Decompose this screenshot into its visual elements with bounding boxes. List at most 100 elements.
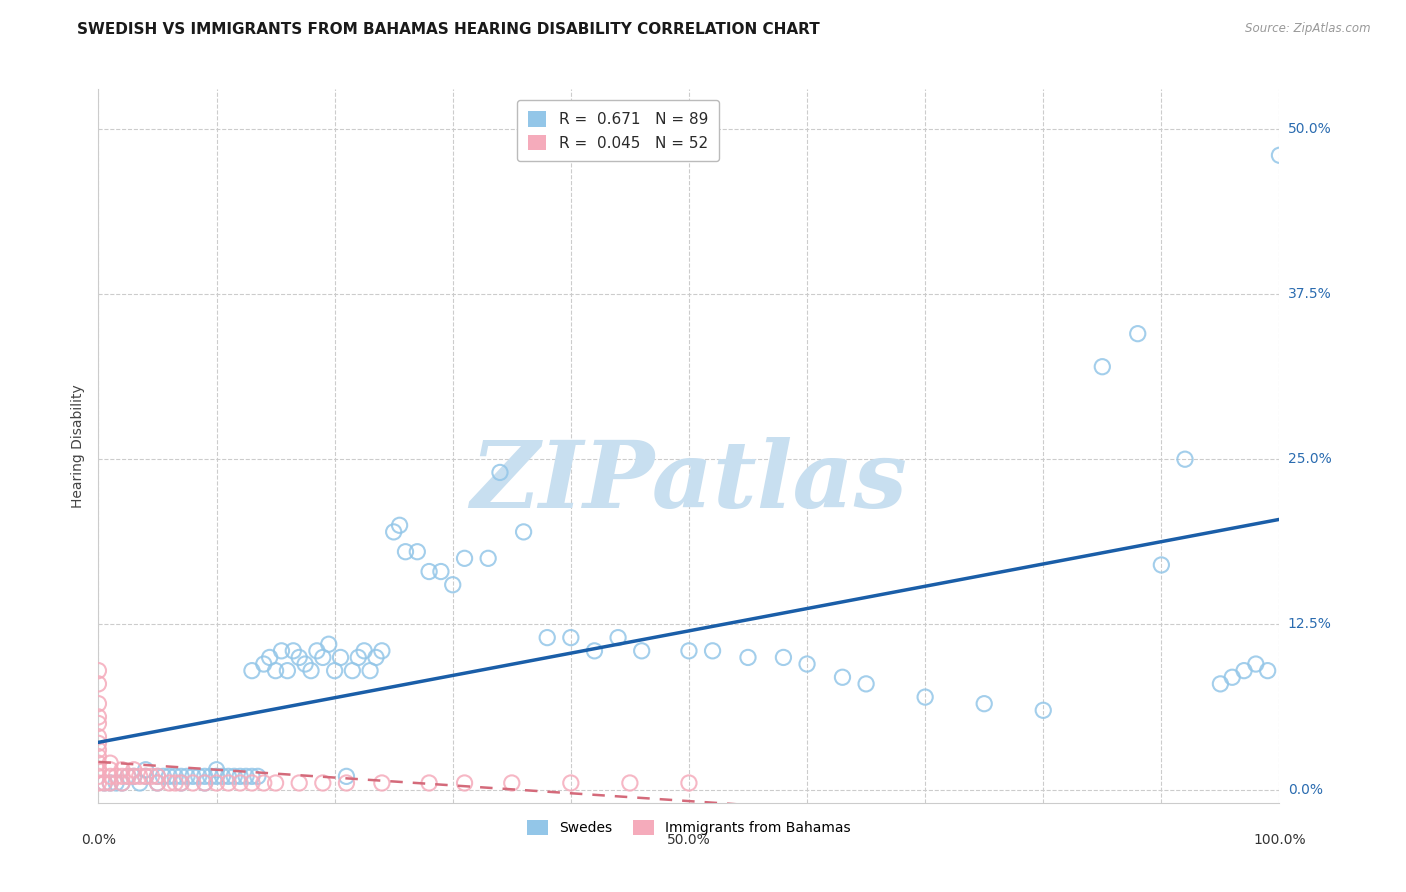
Point [1244, 657, 1267, 671]
Point [453, 776, 475, 790]
Point [630, 644, 652, 658]
Point [477, 551, 499, 566]
Point [205, 763, 228, 777]
Point [135, 769, 157, 783]
Point [323, 664, 346, 678]
Point [93, 776, 115, 790]
Point [737, 650, 759, 665]
Point [288, 776, 311, 790]
Point [489, 466, 512, 480]
Point [98, 756, 121, 771]
Point [146, 769, 169, 783]
Point [1257, 664, 1279, 678]
Point [152, 769, 174, 783]
Point [176, 769, 198, 783]
Point [512, 524, 534, 539]
Point [1268, 148, 1291, 162]
Point [259, 650, 281, 665]
Text: Source: ZipAtlas.com: Source: ZipAtlas.com [1246, 22, 1371, 36]
Point [87, 710, 110, 724]
Point [117, 769, 139, 783]
Point [87, 736, 110, 750]
Point [288, 650, 311, 665]
Point [93, 776, 115, 790]
Point [105, 776, 128, 790]
Text: 0.0%: 0.0% [1288, 782, 1323, 797]
Point [187, 769, 209, 783]
Point [170, 769, 193, 783]
Point [371, 644, 394, 658]
Point [128, 776, 150, 790]
Text: SWEDISH VS IMMIGRANTS FROM BAHAMAS HEARING DISABILITY CORRELATION CHART: SWEDISH VS IMMIGRANTS FROM BAHAMAS HEARI… [77, 22, 820, 37]
Point [772, 650, 794, 665]
Point [128, 769, 150, 783]
Point [312, 650, 335, 665]
Point [87, 743, 110, 757]
Point [122, 769, 145, 783]
Point [194, 776, 217, 790]
Text: 37.5%: 37.5% [1288, 287, 1331, 301]
Point [560, 776, 582, 790]
Point [253, 776, 276, 790]
Point [253, 657, 276, 671]
Point [283, 644, 305, 658]
Point [98, 763, 121, 777]
Point [141, 769, 163, 783]
Point [200, 769, 222, 783]
Point [165, 769, 187, 783]
Point [418, 565, 440, 579]
Point [536, 631, 558, 645]
Point [382, 524, 405, 539]
Point [1150, 558, 1173, 572]
Point [146, 769, 169, 783]
Point [1209, 677, 1232, 691]
Point [305, 644, 328, 658]
Point [347, 650, 370, 665]
Point [1174, 452, 1197, 467]
Point [359, 664, 381, 678]
Point [619, 776, 641, 790]
Point [122, 769, 145, 783]
Point [98, 776, 121, 790]
Point [87, 763, 110, 777]
Point [607, 631, 630, 645]
Point [87, 716, 110, 731]
Point [87, 677, 110, 691]
Point [217, 776, 239, 790]
Point [224, 769, 246, 783]
Point [560, 631, 582, 645]
Point [205, 769, 228, 783]
Point [105, 769, 128, 783]
Point [1091, 359, 1114, 374]
Point [111, 776, 134, 790]
Point [418, 776, 440, 790]
Point [312, 776, 335, 790]
Point [170, 776, 193, 790]
Point [181, 776, 204, 790]
Point [1233, 664, 1256, 678]
Point [1220, 670, 1243, 684]
Point [702, 644, 724, 658]
Point [87, 769, 110, 783]
Point [229, 769, 252, 783]
Point [406, 545, 429, 559]
Point [501, 776, 523, 790]
Point [342, 664, 364, 678]
Point [335, 776, 357, 790]
Point [157, 769, 180, 783]
Point [264, 776, 287, 790]
Point [135, 763, 157, 777]
Point [122, 763, 145, 777]
Point [87, 697, 110, 711]
Text: 0.0%: 0.0% [82, 833, 115, 847]
Point [240, 776, 263, 790]
Point [364, 650, 387, 665]
Point [914, 690, 936, 704]
Point [235, 769, 257, 783]
Point [211, 769, 233, 783]
Point [146, 776, 169, 790]
Point [111, 776, 134, 790]
Point [205, 776, 228, 790]
Point [831, 670, 853, 684]
Y-axis label: Hearing Disability: Hearing Disability [70, 384, 84, 508]
